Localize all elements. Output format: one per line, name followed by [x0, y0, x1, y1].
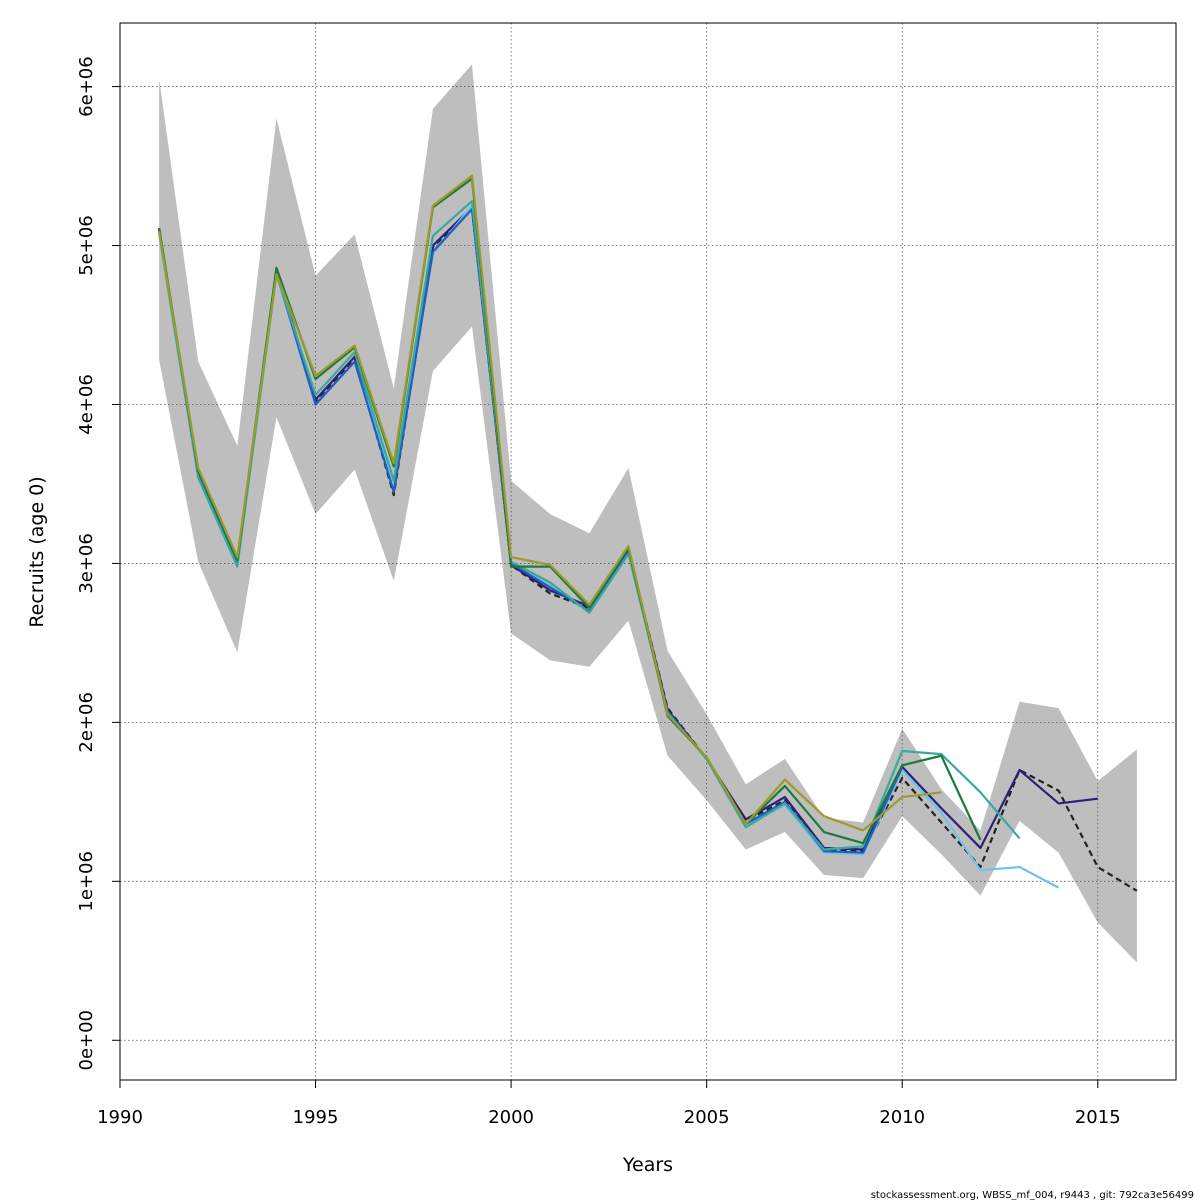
series-line-7	[158, 174, 942, 832]
series-line-5	[158, 199, 1021, 851]
x-tick-label: 2010	[879, 1107, 925, 1128]
x-tick-label: 1995	[293, 1107, 339, 1128]
y-axis-title: Recruits (age 0)	[26, 476, 48, 627]
series-layer	[158, 174, 1138, 892]
axis-layer: 1990 1995 2000 2005 2010 2015 0e+00 1e+06 2e+06 3…	[76, 56, 1121, 1128]
x-axis-title: Years	[622, 1154, 673, 1176]
y-tick-label: 2e+06	[76, 692, 97, 753]
y-tick-label: 0e+00	[76, 1010, 97, 1071]
footer-source-note: stockassessment.org, WBSS_mf_004, r9443 …	[871, 1190, 1194, 1200]
x-tick-label: 1990	[97, 1107, 143, 1128]
y-tick-label: 6e+06	[76, 56, 97, 117]
y-tick-label: 1e+06	[76, 851, 97, 912]
y-tick-label: 4e+06	[76, 374, 97, 435]
y-tick-label: 5e+06	[76, 215, 97, 276]
x-tick-label: 2015	[1075, 1107, 1121, 1128]
grid-layer	[119, 23, 1176, 1080]
x-tick-label: 2005	[684, 1107, 730, 1128]
x-tick-label: 2000	[488, 1107, 534, 1128]
y-tick-label: 3e+06	[76, 533, 97, 594]
